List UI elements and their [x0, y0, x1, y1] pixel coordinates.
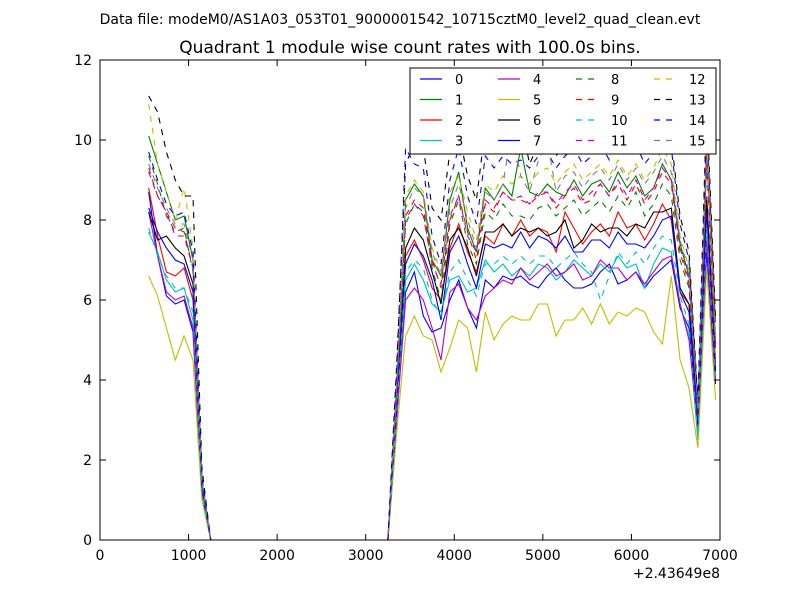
series-line-8: [148, 155, 717, 540]
y-tick-label: 6: [83, 293, 92, 309]
series-line-6: [148, 199, 717, 540]
legend-label-8: 8: [611, 73, 619, 88]
x-tick-label: 7000: [702, 548, 738, 564]
legend-label-14: 14: [689, 114, 706, 129]
legend-label-9: 9: [611, 94, 619, 109]
series-line-1: [148, 135, 717, 540]
legend-label-13: 13: [689, 94, 706, 109]
series-line-5: [148, 267, 717, 540]
y-tick-label: 12: [74, 53, 92, 69]
series-line-12: [148, 103, 717, 540]
legend-label-6: 6: [533, 114, 541, 129]
legend-label-1: 1: [455, 94, 463, 109]
x-tick-label: 4000: [436, 548, 472, 564]
x-tick-label: 5000: [525, 548, 561, 564]
series-line-4: [148, 211, 717, 540]
chart-title: Quadrant 1 module wise count rates with …: [179, 38, 640, 58]
legend-label-4: 4: [533, 73, 541, 88]
x-tick-label: 2000: [259, 548, 295, 564]
series-line-10: [148, 227, 717, 540]
y-tick-label: 0: [83, 533, 92, 549]
y-tick-label: 8: [83, 213, 92, 229]
series-line-9: [148, 155, 717, 540]
x-tick-label: 3000: [348, 548, 384, 564]
legend-label-12: 12: [689, 73, 706, 88]
legend-label-11: 11: [611, 135, 628, 150]
legend-label-15: 15: [689, 135, 706, 150]
y-tick-label: 4: [83, 373, 92, 389]
legend-label-5: 5: [533, 94, 541, 109]
x-tick-label: 1000: [171, 548, 207, 564]
legend-label-10: 10: [611, 114, 628, 129]
legend-label-2: 2: [455, 114, 463, 129]
series-line-11: [148, 151, 717, 540]
legend-box: [409, 67, 717, 155]
y-tick-label: 10: [74, 133, 92, 149]
legend-label-3: 3: [455, 135, 463, 150]
figure-suptitle: Data file: modeM0/AS1A03_053T01_90000015…: [100, 12, 701, 28]
y-tick-label: 2: [83, 453, 92, 469]
series-line-14: [148, 119, 717, 540]
x-axis-offset-label: +2.43649e8: [633, 566, 720, 582]
x-tick-label: 0: [96, 548, 105, 564]
series-line-0: [148, 191, 717, 540]
legend-label-0: 0: [455, 73, 463, 88]
series-line-7: [148, 207, 717, 540]
x-tick-label: 6000: [614, 548, 650, 564]
legend-label-7: 7: [533, 135, 541, 150]
